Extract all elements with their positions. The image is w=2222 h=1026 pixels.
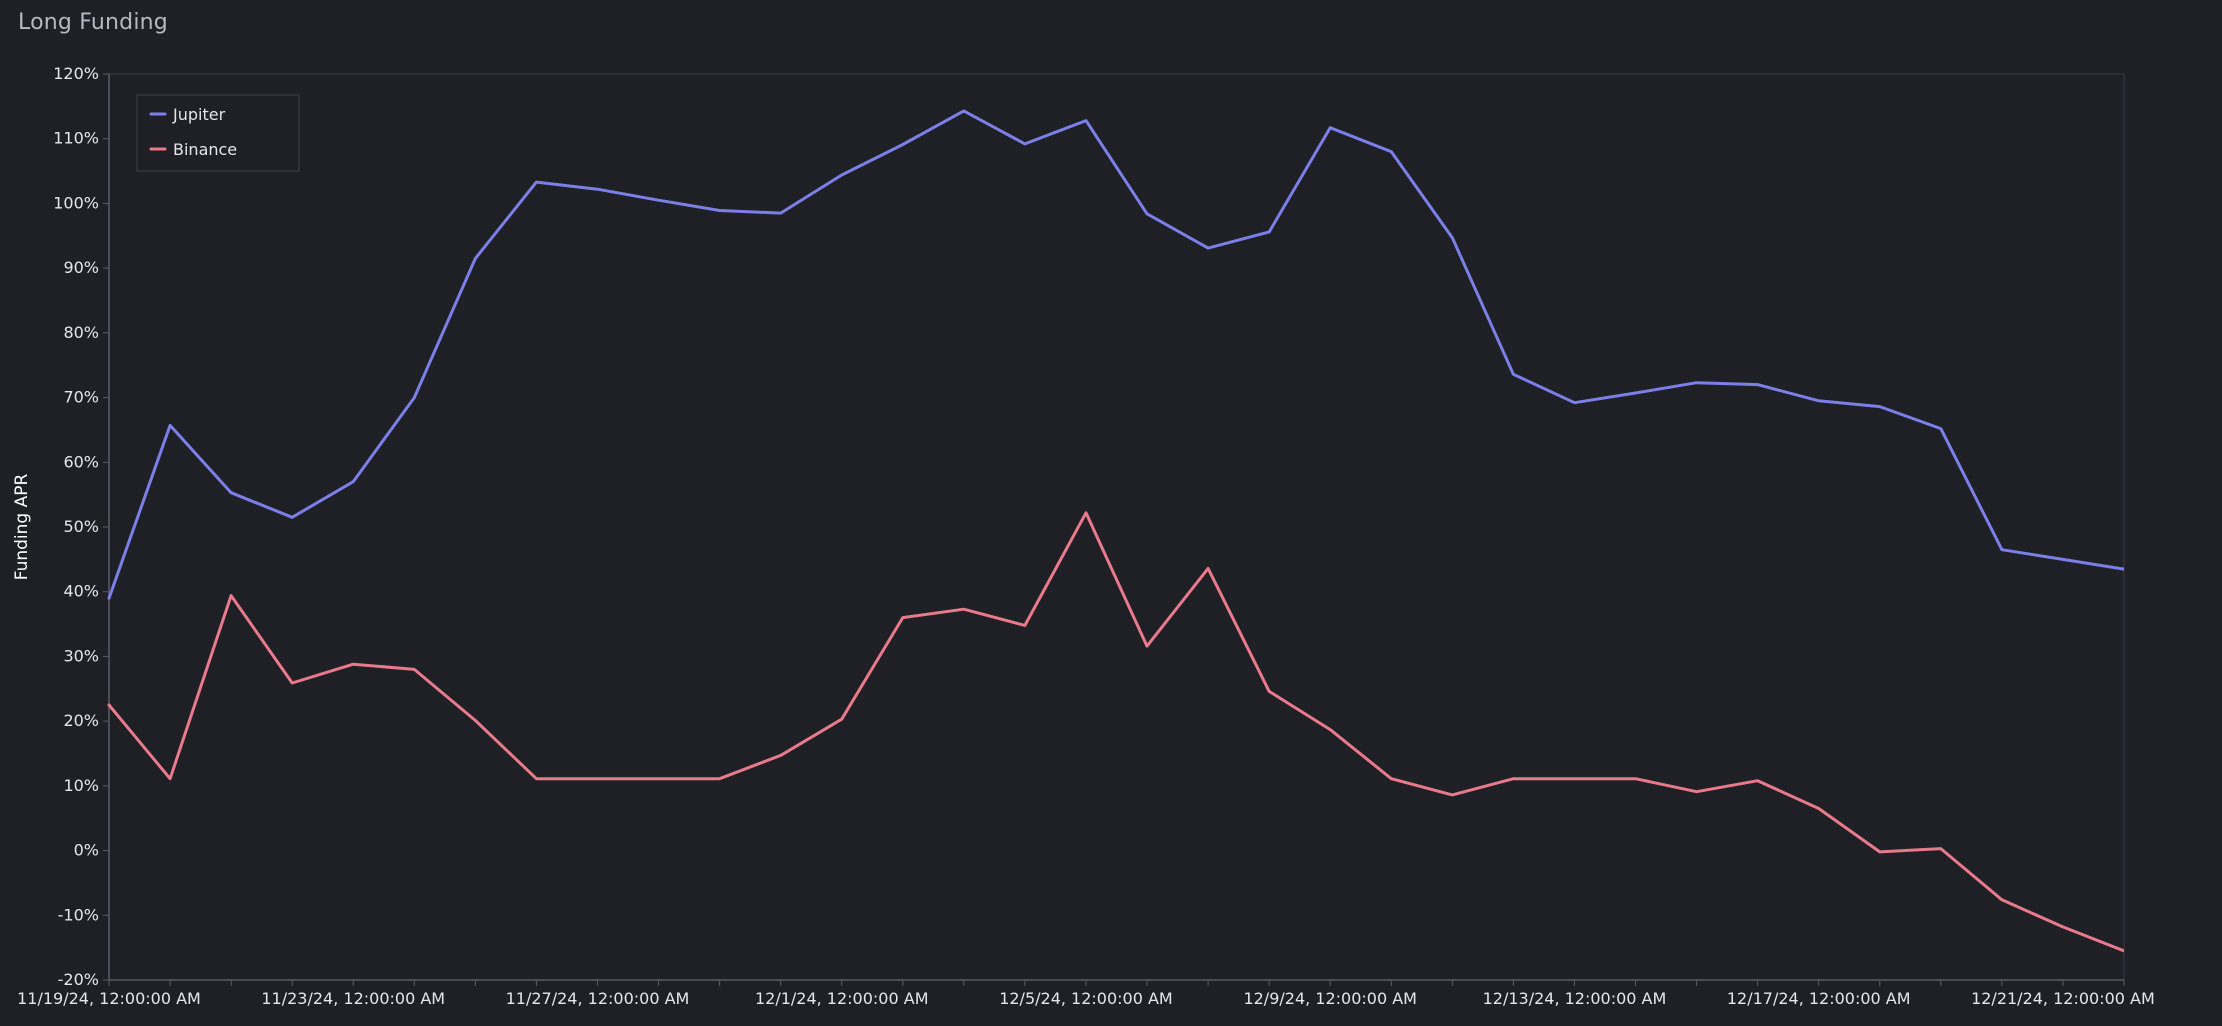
plot-frame [108, 73, 2125, 981]
y-tick-label: 80% [63, 323, 99, 342]
y-axis-title: Funding APR [12, 474, 32, 581]
x-tick-label: 12/13/24, 12:00:00 AM [1483, 989, 1667, 1008]
x-tick-label: 11/19/24, 12:00:00 AM [17, 989, 201, 1008]
y-tick-label: 40% [63, 582, 99, 601]
legend-label-jupiter: Jupiter [172, 105, 226, 124]
x-tick-label: 12/9/24, 12:00:00 AM [1243, 989, 1417, 1008]
y-tick-label: 30% [63, 646, 99, 665]
series-line-jupiter [107, 109, 2124, 600]
y-tick-label: 20% [63, 711, 99, 730]
y-tick-label: -10% [58, 905, 99, 924]
chart-title: Long Funding [18, 10, 168, 35]
x-tick-label: 11/27/24, 12:00:00 AM [506, 989, 690, 1008]
y-tick-label: 100% [53, 193, 99, 212]
legend: Jupiter Binance [136, 94, 300, 172]
x-tick-label: 12/1/24, 12:00:00 AM [755, 989, 929, 1008]
y-tick-label: 70% [63, 388, 99, 407]
x-tick-label: 12/5/24, 12:00:00 AM [999, 989, 1173, 1008]
y-tick-label: 0% [74, 841, 99, 860]
y-tick-label: -20% [58, 970, 99, 989]
x-tick-label: 12/17/24, 12:00:00 AM [1727, 989, 1911, 1008]
x-tick-label: 12/21/24, 12:00:00 AM [1971, 989, 2155, 1008]
x-tick-label: 11/23/24, 12:00:00 AM [261, 989, 445, 1008]
axes: -20% -10% 0% 10% 20% 30% 40% 50% 60% 70% 80% 90% 100… [17, 64, 2155, 1008]
y-tick-label: 50% [63, 517, 99, 536]
legend-box [136, 94, 300, 172]
y-tick-label: 120% [53, 64, 99, 83]
legend-label-binance: Binance [173, 140, 237, 159]
series-lines [107, 109, 2124, 953]
y-tick-label: 110% [53, 129, 99, 148]
y-tick-label: 60% [63, 452, 99, 471]
y-tick-label: 10% [63, 776, 99, 795]
series-line-binance [107, 511, 2124, 953]
y-tick-label: 90% [63, 258, 99, 277]
